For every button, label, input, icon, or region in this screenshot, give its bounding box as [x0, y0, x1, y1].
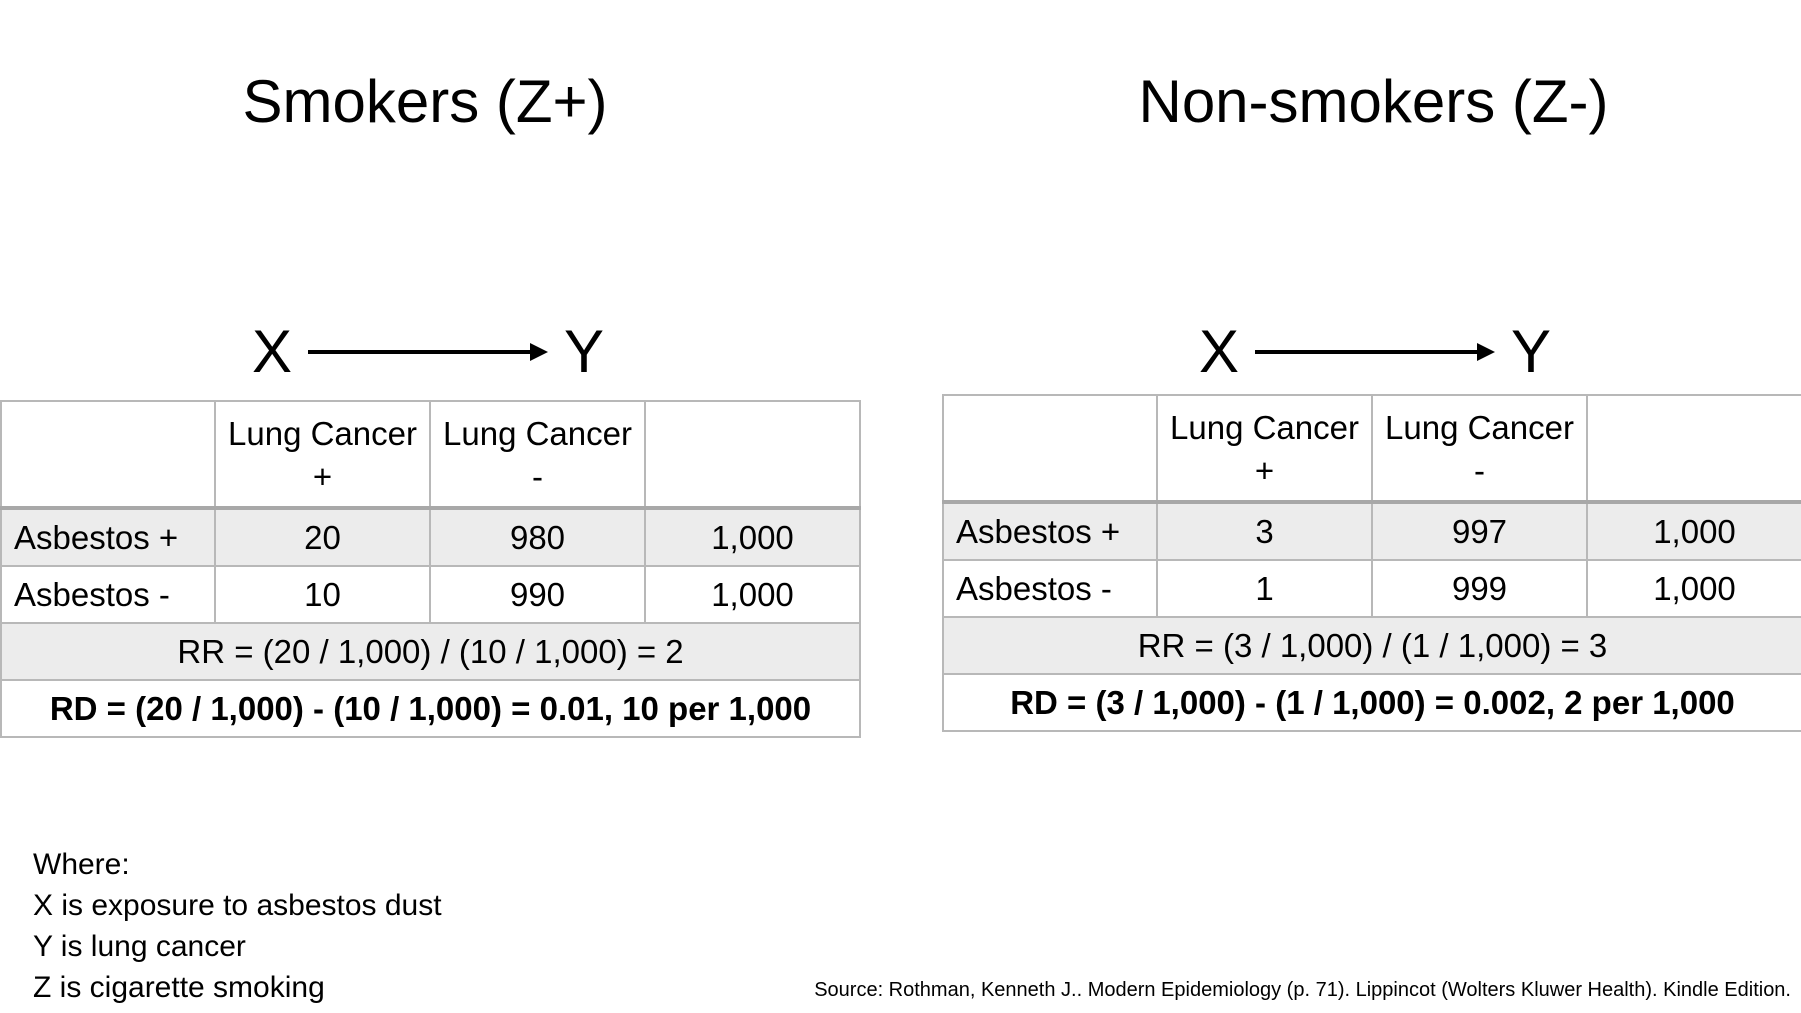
rd-row: RD = (3 / 1,000) - (1 / 1,000) = 0.002, … — [942, 673, 1801, 732]
cell-total: 1,000 — [644, 565, 861, 624]
header-lung-cancer-pos: Lung Cancer + — [214, 400, 431, 509]
causal-diagram: X Y — [252, 322, 604, 382]
cell-total: 1,000 — [1586, 559, 1801, 618]
panel-title: Non-smokers (Z-) — [1138, 68, 1609, 135]
source-citation: Source: Rothman, Kenneth J.. Modern Epid… — [814, 979, 1791, 1001]
rd-row: RD = (20 / 1,000) - (10 / 1,000) = 0.01,… — [0, 679, 861, 738]
header-lung-cancer-pos-text: Lung Cancer + — [1170, 409, 1359, 489]
cell-cancer-neg: 990 — [429, 565, 646, 624]
contingency-table: Lung Cancer + Lung Cancer - Asbestos + 2… — [0, 400, 861, 738]
node-x: X — [1199, 318, 1240, 385]
row-label: Asbestos - — [942, 559, 1158, 618]
node-y: Y — [564, 318, 605, 385]
arrow-icon — [1255, 342, 1495, 362]
contingency-table: Lung Cancer + Lung Cancer - Asbestos + 3… — [942, 394, 1801, 732]
panel-title: Smokers (Z+) — [242, 68, 608, 135]
node-x: X — [252, 318, 293, 385]
header-cell-total — [1586, 394, 1801, 503]
legend-line-x: X is exposure to asbestos dust — [33, 889, 442, 922]
cell-cancer-pos: 1 — [1156, 559, 1373, 618]
table-row: Asbestos + 20 980 1,000 — [0, 507, 861, 567]
table-row: Asbestos + 3 997 1,000 — [942, 501, 1801, 561]
cell-cancer-neg: 999 — [1371, 559, 1588, 618]
risk-difference: RD = (20 / 1,000) - (10 / 1,000) = 0.01,… — [0, 679, 861, 738]
table-header-row: Lung Cancer + Lung Cancer - — [942, 394, 1801, 503]
header-lung-cancer-neg: Lung Cancer - — [429, 400, 646, 509]
relative-risk: RR = (3 / 1,000) / (1 / 1,000) = 3 — [942, 616, 1801, 675]
row-label: Asbestos - — [0, 565, 216, 624]
cell-total: 1,000 — [644, 507, 861, 567]
row-label: Asbestos + — [942, 501, 1158, 561]
table-row: Asbestos - 10 990 1,000 — [0, 565, 861, 624]
cell-total: 1,000 — [1586, 501, 1801, 561]
cell-cancer-neg: 980 — [429, 507, 646, 567]
arrow-icon — [308, 342, 548, 362]
table-header-row: Lung Cancer + Lung Cancer - — [0, 400, 861, 509]
legend: Where: X is exposure to asbestos dust Y … — [33, 844, 442, 1008]
relative-risk: RR = (20 / 1,000) / (10 / 1,000) = 2 — [0, 622, 861, 681]
row-label: Asbestos + — [0, 507, 216, 567]
rr-row: RR = (3 / 1,000) / (1 / 1,000) = 3 — [942, 616, 1801, 675]
cell-cancer-pos: 3 — [1156, 501, 1373, 561]
header-cell-empty — [0, 400, 216, 509]
header-lung-cancer-pos: Lung Cancer + — [1156, 394, 1373, 503]
node-y: Y — [1511, 318, 1552, 385]
cell-cancer-pos: 20 — [214, 507, 431, 567]
header-lung-cancer-pos-text: Lung Cancer + — [228, 415, 417, 495]
causal-diagram: X Y — [1199, 322, 1551, 382]
header-cell-total — [644, 400, 861, 509]
legend-line-z: Z is cigarette smoking — [33, 971, 325, 1004]
header-cell-empty — [942, 394, 1158, 503]
cell-cancer-neg: 997 — [1371, 501, 1588, 561]
header-lung-cancer-neg-text: Lung Cancer - — [1385, 409, 1574, 489]
header-lung-cancer-neg-text: Lung Cancer - — [443, 415, 632, 495]
risk-difference: RD = (3 / 1,000) - (1 / 1,000) = 0.002, … — [942, 673, 1801, 732]
header-lung-cancer-neg: Lung Cancer - — [1371, 394, 1588, 503]
table-row: Asbestos - 1 999 1,000 — [942, 559, 1801, 618]
legend-line-y: Y is lung cancer — [33, 930, 246, 963]
legend-heading: Where: — [33, 848, 130, 881]
cell-cancer-pos: 10 — [214, 565, 431, 624]
rr-row: RR = (20 / 1,000) / (10 / 1,000) = 2 — [0, 622, 861, 681]
